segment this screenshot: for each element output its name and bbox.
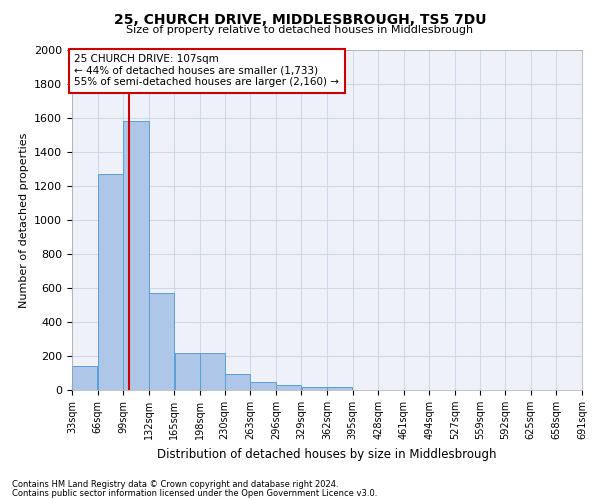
Bar bbox=[72, 366, 97, 390]
Text: 25, CHURCH DRIVE, MIDDLESBROUGH, TS5 7DU: 25, CHURCH DRIVE, MIDDLESBROUGH, TS5 7DU bbox=[114, 12, 486, 26]
Bar bbox=[149, 293, 174, 390]
Bar bbox=[250, 382, 275, 390]
Bar bbox=[200, 352, 225, 390]
Bar bbox=[98, 174, 123, 390]
Y-axis label: Number of detached properties: Number of detached properties bbox=[19, 132, 29, 308]
Text: 25 CHURCH DRIVE: 107sqm
← 44% of detached houses are smaller (1,733)
55% of semi: 25 CHURCH DRIVE: 107sqm ← 44% of detache… bbox=[74, 54, 340, 88]
Text: Contains public sector information licensed under the Open Government Licence v3: Contains public sector information licen… bbox=[12, 488, 377, 498]
X-axis label: Distribution of detached houses by size in Middlesbrough: Distribution of detached houses by size … bbox=[157, 448, 497, 460]
Bar bbox=[124, 122, 149, 390]
Text: Size of property relative to detached houses in Middlesbrough: Size of property relative to detached ho… bbox=[127, 25, 473, 35]
Text: Contains HM Land Registry data © Crown copyright and database right 2024.: Contains HM Land Registry data © Crown c… bbox=[12, 480, 338, 489]
Bar bbox=[276, 385, 301, 390]
Bar bbox=[225, 374, 250, 390]
Bar bbox=[175, 352, 200, 390]
Bar bbox=[302, 386, 327, 390]
Bar bbox=[327, 388, 352, 390]
